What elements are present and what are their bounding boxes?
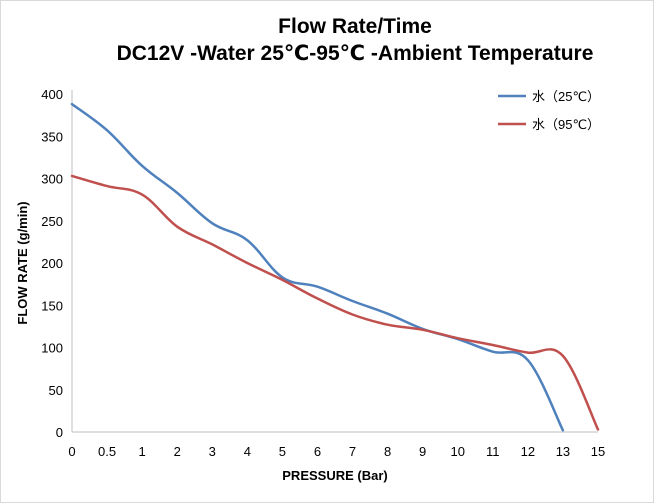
x-tick-label: 5: [279, 444, 286, 459]
x-tick-label: 7: [349, 444, 356, 459]
chart-subtitle: DC12V -Water 25℃-95℃ -Ambient Temperatur…: [116, 42, 594, 65]
y-tick-label: 50: [49, 383, 63, 398]
y-tick-label: 250: [41, 214, 63, 229]
x-axis-label: PRESSURE (Bar): [282, 468, 387, 483]
x-tick-label: 9: [419, 444, 426, 459]
y-tick-label: 350: [41, 129, 63, 144]
x-tick-label: 4: [244, 444, 251, 459]
x-tick-label: 3: [209, 444, 216, 459]
x-tick-label: 10: [450, 444, 464, 459]
y-tick-label: 400: [41, 87, 63, 102]
legend-label-2: 水（95℃）: [532, 117, 600, 132]
x-tick-label: 1: [139, 444, 146, 459]
x-tick-label: 0: [68, 444, 75, 459]
y-tick-label: 100: [41, 341, 63, 356]
y-axis-label: FLOW RATE (g/min): [15, 201, 30, 324]
y-tick-label: 300: [41, 172, 63, 187]
y-tick-label: 150: [41, 298, 63, 313]
x-tick-label: 6: [314, 444, 321, 459]
x-tick-label: 15: [591, 444, 605, 459]
x-tick-label: 0.5: [98, 444, 116, 459]
x-tick-label: 11: [486, 444, 500, 459]
x-tick-label: 12: [521, 444, 535, 459]
y-tick-label: 0: [56, 425, 63, 440]
legend-label-1: 水（25℃）: [532, 89, 600, 104]
series-line-2: [70, 174, 600, 431]
x-tick-label: 2: [174, 444, 181, 459]
series-line-1: [70, 102, 565, 432]
chart-title: Flow Rate/Time: [278, 15, 432, 38]
x-tick-label: 13: [556, 444, 570, 459]
x-tick-label: 8: [384, 444, 391, 459]
y-tick-label: 200: [41, 256, 63, 271]
